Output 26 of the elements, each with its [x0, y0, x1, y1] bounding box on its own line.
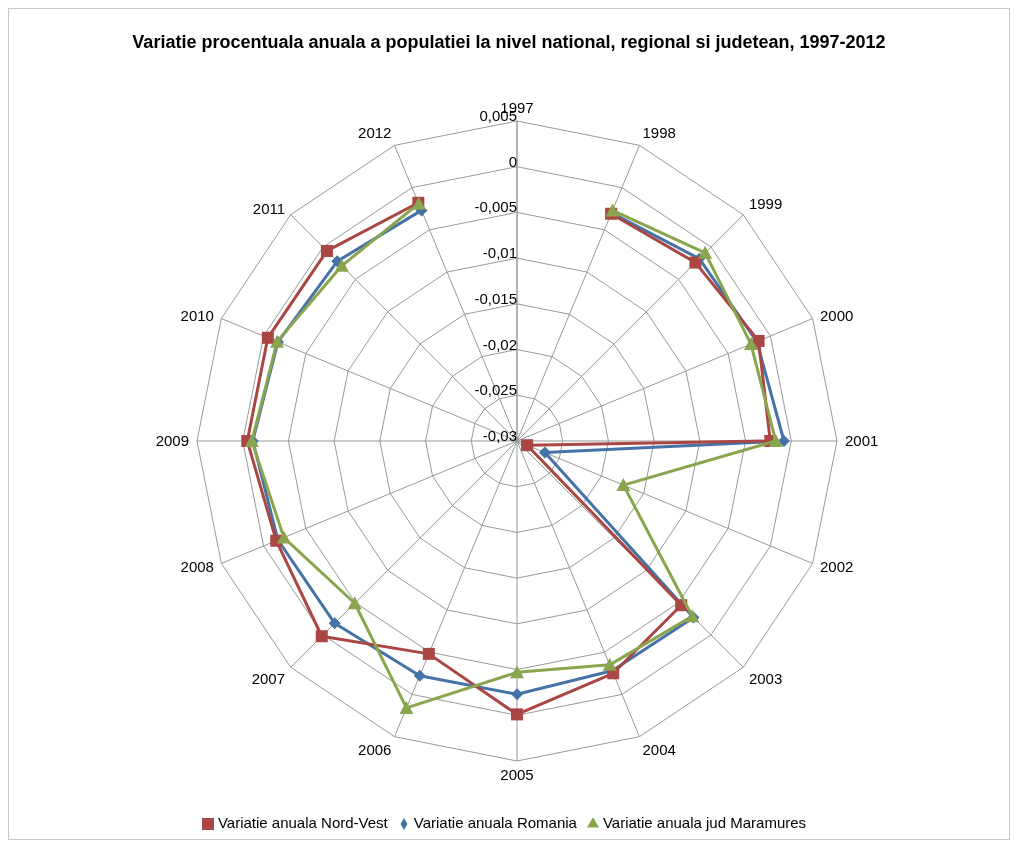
spoke-label: 2003	[748, 669, 783, 687]
spoke-label: 2001	[845, 432, 879, 450]
spoke-label: 2012	[358, 123, 392, 141]
legend-label: Variatie anuala Romania	[413, 814, 577, 831]
y-tick-label: -0,025	[474, 381, 517, 399]
spoke-label: 1999	[748, 195, 783, 213]
y-tick-label: 0	[508, 152, 517, 170]
y-tick-label: -0,005	[474, 198, 517, 216]
spoke-label: 2010	[180, 306, 214, 324]
y-tick-label: -0,015	[474, 289, 517, 307]
chart-title: Variatie procentuala anuala a populatiei la nivel national, regional si judetean, 1997-2012	[131, 31, 887, 54]
spoke-label: 2002	[820, 557, 854, 575]
y-tick-label: -0,01	[482, 244, 517, 262]
spoke-label: 1998	[642, 123, 676, 141]
spoke-label: 2011	[252, 200, 286, 218]
spoke-label: 2009	[155, 432, 189, 450]
spoke-label: 2007	[251, 669, 286, 687]
legend-label: Variatie anuala jud Maramures	[602, 814, 807, 831]
spoke-label: 2008	[180, 557, 214, 575]
legend-label: Variatie anuala Nord-Vest	[217, 814, 388, 831]
spoke-label: 2005	[500, 765, 534, 783]
spoke-label: 2004	[642, 740, 676, 758]
spoke-label: 2000	[820, 306, 854, 324]
y-tick-label: -0,03	[482, 427, 517, 444]
spoke-label: 2006	[358, 740, 392, 758]
y-tick-label: -0,02	[482, 335, 517, 353]
